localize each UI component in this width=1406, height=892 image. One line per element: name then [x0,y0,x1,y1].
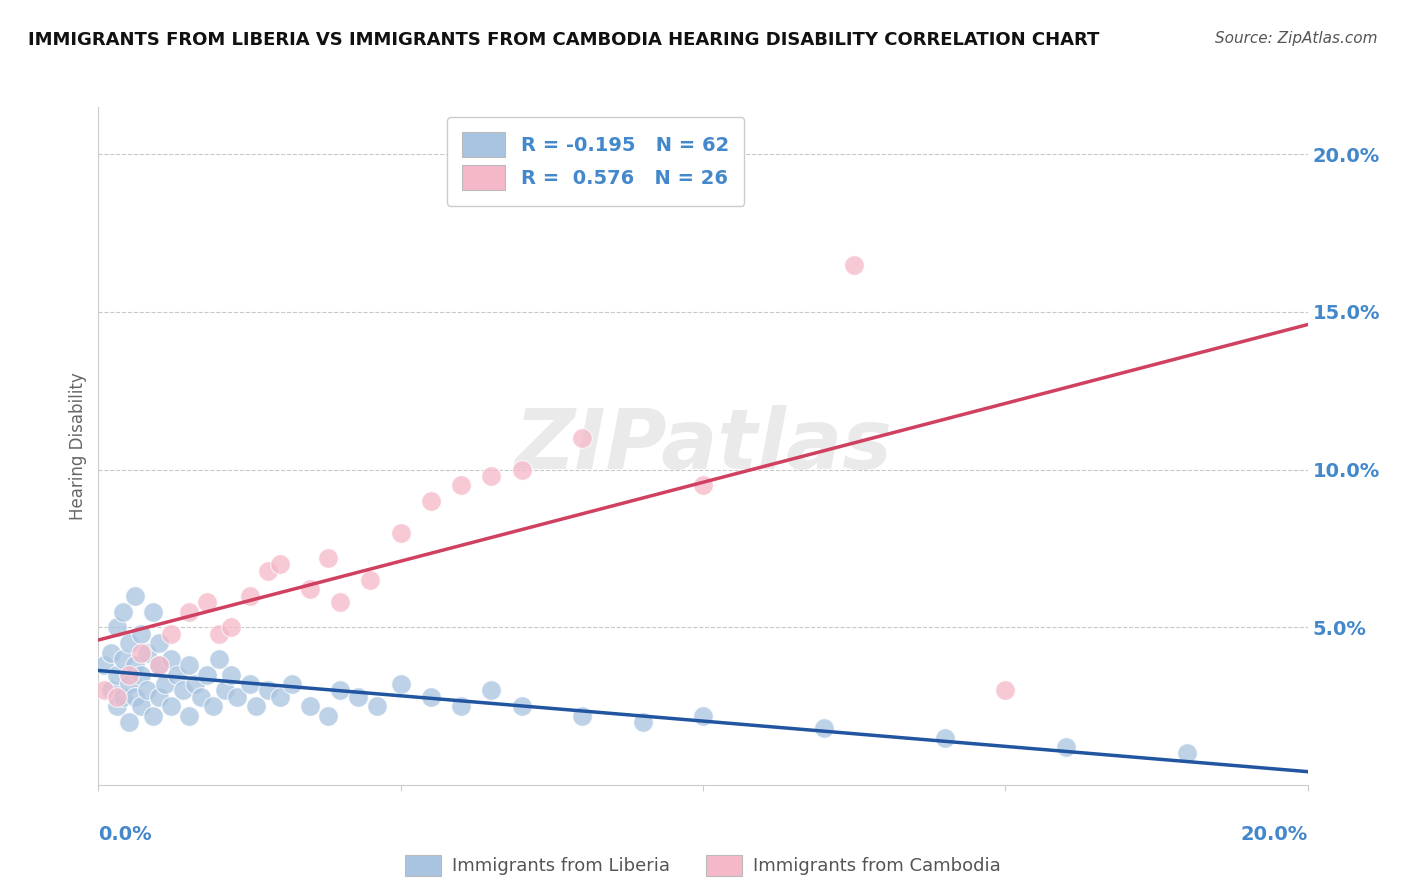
Point [1054,740,1077,755]
Point [481,683,503,698]
Point [93,683,115,698]
Text: 20.0%: 20.0% [1240,824,1308,844]
Legend: Immigrants from Liberia, Immigrants from Cambodia: Immigrants from Liberia, Immigrants from… [398,847,1008,883]
Point [124,690,146,704]
Point [299,582,322,597]
Point [105,690,128,704]
Point [281,677,304,691]
Point [1175,747,1198,761]
Point [105,620,128,634]
Point [124,658,146,673]
Text: ZIPatlas: ZIPatlas [515,406,891,486]
Point [195,595,218,609]
Point [329,683,352,698]
Point [934,731,956,745]
Point [148,690,170,704]
Point [111,605,134,619]
Point [118,714,141,729]
Point [142,605,165,619]
Point [316,708,339,723]
Point [481,469,503,483]
Point [153,677,176,691]
Point [129,699,152,714]
Point [299,699,322,714]
Point [105,699,128,714]
Point [129,626,152,640]
Point [389,677,412,691]
Point [245,699,267,714]
Point [214,683,236,698]
Point [510,463,533,477]
Point [118,636,141,650]
Text: Source: ZipAtlas.com: Source: ZipAtlas.com [1215,31,1378,46]
Point [813,721,835,735]
Point [389,525,412,540]
Point [172,683,194,698]
Point [160,699,183,714]
Point [179,605,201,619]
Point [148,636,170,650]
Point [692,478,714,492]
Point [190,690,212,704]
Point [100,683,122,698]
Point [124,589,146,603]
Point [118,667,141,681]
Point [129,646,152,660]
Point [179,658,201,673]
Point [148,658,170,673]
Text: 0.0%: 0.0% [98,824,152,844]
Point [135,683,157,698]
Point [256,564,278,578]
Point [202,699,225,714]
Point [208,626,231,640]
Point [692,708,714,723]
Point [184,677,207,691]
Point [226,690,249,704]
Y-axis label: Hearing Disability: Hearing Disability [69,372,87,520]
Point [994,683,1017,698]
Point [142,708,165,723]
Point [256,683,278,698]
Point [160,626,183,640]
Point [420,494,443,508]
Point [329,595,352,609]
Point [450,699,472,714]
Point [571,708,593,723]
Text: IMMIGRANTS FROM LIBERIA VS IMMIGRANTS FROM CAMBODIA HEARING DISABILITY CORRELATI: IMMIGRANTS FROM LIBERIA VS IMMIGRANTS FR… [28,31,1099,49]
Point [420,690,443,704]
Point [269,690,291,704]
Point [316,550,339,565]
Point [208,652,231,666]
Point [366,699,388,714]
Point [347,690,370,704]
Legend: R = -0.195   N = 62, R =  0.576   N = 26: R = -0.195 N = 62, R = 0.576 N = 26 [447,117,744,206]
Point [111,652,134,666]
Point [631,714,654,729]
Point [100,646,122,660]
Point [105,667,128,681]
Point [166,667,188,681]
Point [179,708,201,723]
Point [111,690,134,704]
Point [148,658,170,673]
Point [93,658,115,673]
Point [118,677,141,691]
Point [135,646,157,660]
Point [571,431,593,445]
Point [239,589,262,603]
Point [221,667,243,681]
Point [239,677,262,691]
Point [844,258,866,272]
Point [221,620,243,634]
Point [450,478,472,492]
Point [195,667,218,681]
Point [360,573,382,587]
Point [269,558,291,572]
Point [510,699,533,714]
Point [129,667,152,681]
Point [160,652,183,666]
